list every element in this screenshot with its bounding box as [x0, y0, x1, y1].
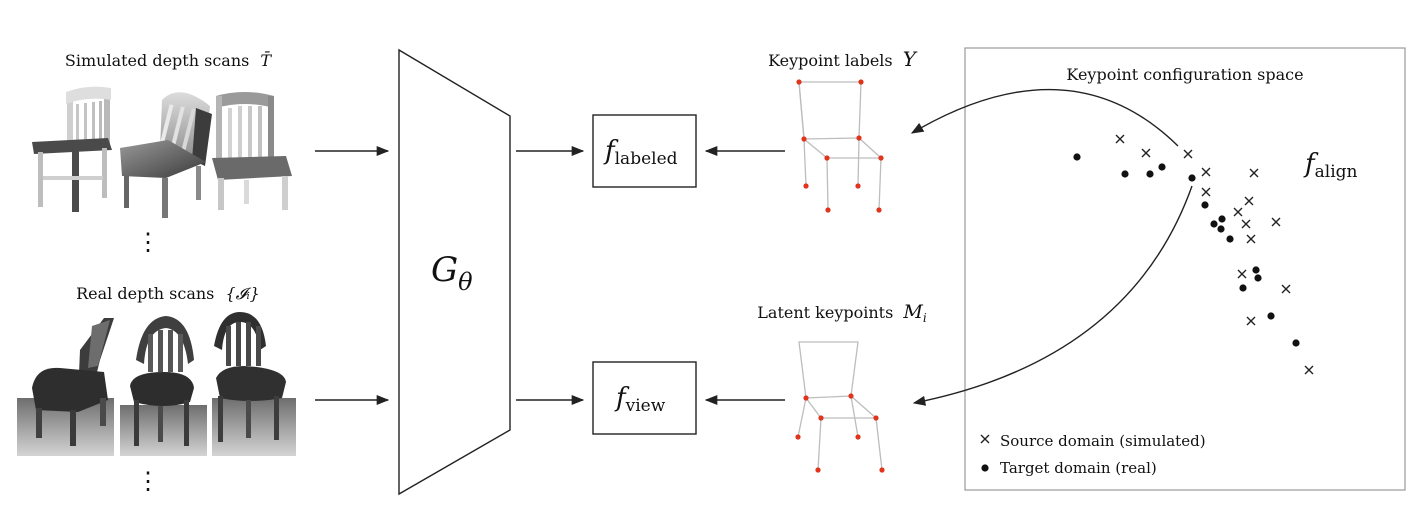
config-legend: Source domain (simulated) Target domain … [980, 432, 1206, 477]
latent-keypoints-points [795, 393, 885, 473]
simulated-chair-1 [32, 86, 112, 212]
keypoint-labels-skeleton [798, 81, 882, 211]
flabeled-box: flabeled [592, 114, 697, 188]
latent-keypoints-group: Latent keypoints Mi [757, 301, 927, 473]
config-space-panel: Keypoint configuration space falign [910, 47, 1406, 491]
target-domain-points [1073, 153, 1300, 347]
arrow-config-to-labels [910, 88, 1179, 147]
real-scan-2 [120, 316, 207, 456]
simulated-title: Simulated depth scans T̄ [65, 49, 273, 70]
real-scan-1 [17, 318, 114, 456]
simulated-scans-group: Simulated depth scans T̄ [32, 49, 292, 256]
legend-source-label: Source domain (simulated) [1000, 432, 1206, 450]
real-scan-3 [212, 312, 296, 456]
network-label: Gθ [431, 250, 473, 296]
fview-box: fview [592, 361, 697, 435]
latent-keypoints-title: Latent keypoints Mi [757, 301, 927, 325]
simulated-chair-2 [120, 92, 212, 218]
config-space-title: Keypoint configuration space [1066, 65, 1303, 84]
legend-source-marker [980, 434, 990, 444]
keypoint-labels-points [796, 79, 884, 213]
arrow-config-to-latent [912, 185, 1193, 406]
real-title: Real depth scans {𝓘ᵢ} [76, 284, 260, 303]
real-scans-group: Real depth scans {𝓘ᵢ} [17, 284, 296, 495]
network-trapezoid: Gθ [398, 48, 511, 496]
keypoint-labels-title: Keypoint labels Y [768, 47, 918, 71]
simulated-chair-3 [212, 92, 292, 210]
legend-target-marker [981, 464, 989, 472]
source-domain-points [1115, 134, 1314, 375]
legend-target-label: Target domain (real) [1000, 459, 1157, 477]
latent-keypoints-skeleton [797, 341, 883, 471]
real-ellipsis: ⋮ [136, 467, 160, 495]
simulated-ellipsis: ⋮ [136, 228, 160, 256]
keypoint-labels-group: Keypoint labels Y [768, 47, 918, 213]
